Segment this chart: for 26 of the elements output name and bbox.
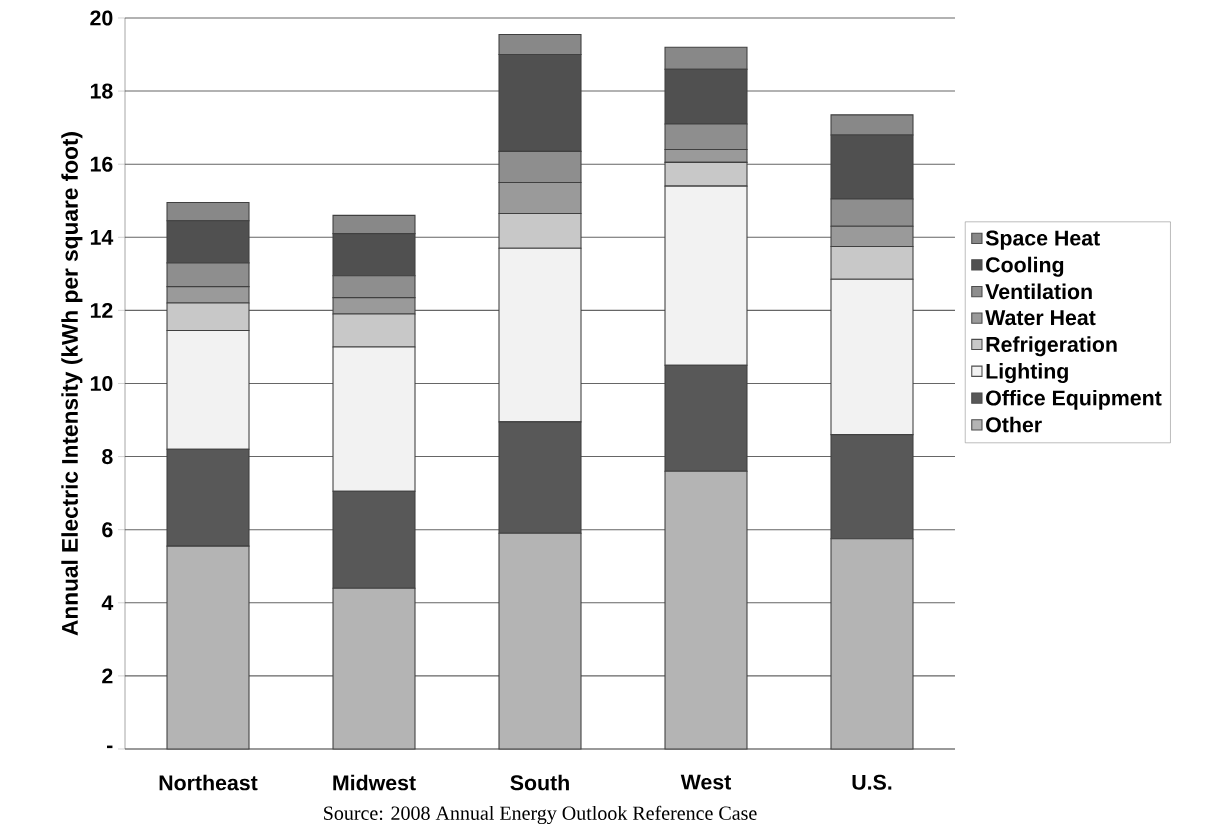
x-tick-label: U.S. (852, 774, 892, 790)
y-tick-label: 16 (90, 156, 113, 172)
y-tick-label: 2 (102, 668, 113, 684)
legend-label: Cooling (986, 256, 1064, 277)
y-tick-label: - (107, 745, 113, 749)
legend-label: Ventilation (985, 283, 1092, 300)
legend-label: Refrigeration (986, 336, 1117, 357)
x-tick-label: Northeast (159, 774, 258, 791)
legend-label: Lighting (986, 363, 1068, 384)
legend-label: Other (986, 416, 1042, 433)
source-note: Source: 2008 Annual Energy Outlook Reference Case (324, 805, 757, 825)
x-tick-label: South (510, 774, 569, 791)
x-tick-label: Midwest (333, 774, 416, 791)
legend-label: Space Heat (985, 230, 1100, 250)
y-axis-title: Annual Electric Intensity (kWh per square foot) (61, 132, 83, 636)
y-tick-label: 6 (102, 522, 113, 538)
y-tick-label: 12 (90, 302, 113, 318)
y-tick-label: 20 (90, 10, 113, 26)
legend-label: Water Heat (985, 310, 1096, 326)
y-tick-label: 8 (102, 449, 113, 465)
y-tick-label: 14 (90, 229, 114, 245)
legend-label: Office Equipment (986, 389, 1162, 410)
x-tick-label: West (680, 774, 732, 790)
y-tick-label: 10 (90, 375, 113, 392)
y-tick-label: 18 (90, 83, 113, 99)
y-tick-label: 4 (101, 595, 114, 611)
